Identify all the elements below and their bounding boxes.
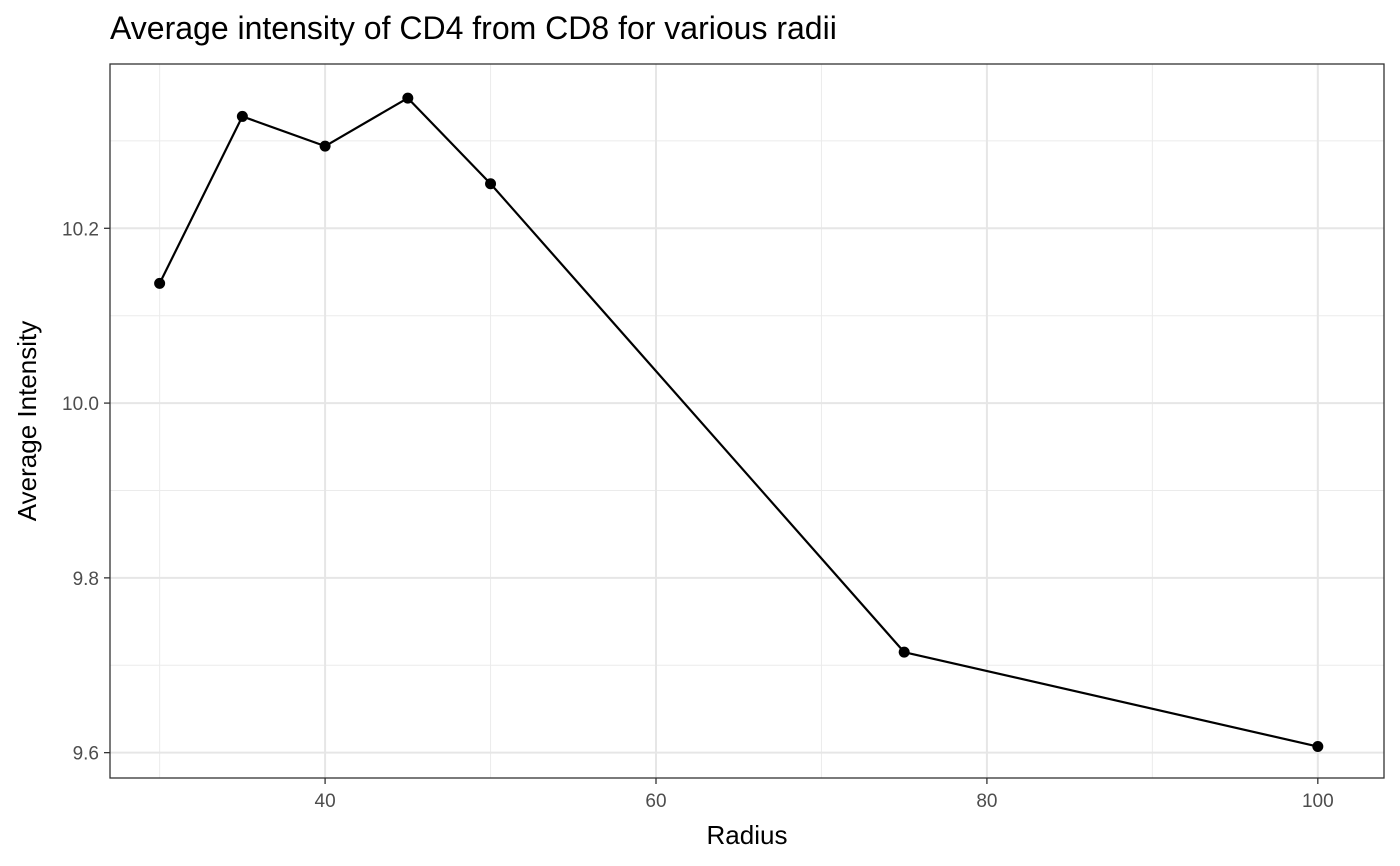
x-tick-label: 40 xyxy=(315,791,336,812)
data-point xyxy=(485,178,497,190)
y-tick-label: 10.0 xyxy=(62,394,99,415)
data-point xyxy=(236,110,248,122)
data-point xyxy=(898,646,910,658)
plot-border xyxy=(109,63,1385,779)
plot-background xyxy=(110,64,1384,778)
y-tick-label: 9.6 xyxy=(73,744,99,765)
x-tick-label: 80 xyxy=(976,791,997,812)
x-tick-label: 100 xyxy=(1302,791,1334,812)
data-point xyxy=(319,140,331,152)
data-point xyxy=(1312,741,1324,753)
chart-title: Average intensity of CD4 from CD8 for va… xyxy=(110,10,837,46)
x-tick-label: 60 xyxy=(645,791,666,812)
y-axis: 9.6 9.8 10.0 10.2 xyxy=(62,219,110,765)
y-tick-label: 10.2 xyxy=(62,219,99,240)
x-axis-title: Radius xyxy=(707,820,788,850)
x-axis: 40 60 80 100 xyxy=(315,778,1334,812)
y-axis-title: Average Intensity xyxy=(12,321,42,521)
data-point xyxy=(402,92,414,104)
y-tick-label: 9.8 xyxy=(73,569,99,590)
minor-gridlines xyxy=(110,64,1384,778)
series-layer xyxy=(154,92,1324,753)
data-point xyxy=(154,277,166,289)
major-gridlines xyxy=(110,64,1384,778)
